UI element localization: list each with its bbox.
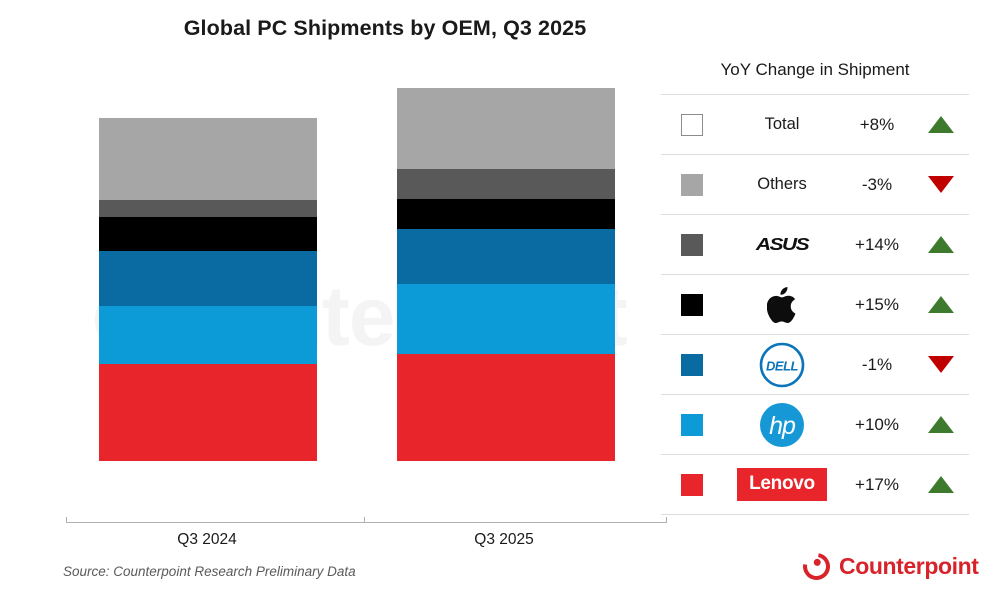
brand-label-total: Total [764,115,800,133]
arrow-up-icon [928,476,954,493]
change-value-others: -3% [861,174,893,194]
arrow-up-icon [928,236,954,253]
swatch-cell [661,173,723,196]
bar-segment-others[interactable] [99,118,317,200]
svg-text:hp: hp [769,412,796,440]
arrow-down-icon [928,356,954,373]
arrow-cell [913,416,969,433]
brand-label-others: Others [757,175,807,193]
x-axis-label-q3-2024: Q3 2024 [177,531,237,548]
x-axis-tick [66,517,67,523]
brand-cell-others: Others [723,155,841,214]
color-swatch-asus [681,233,703,256]
color-swatch-lenovo [681,473,703,496]
bar-segment-apple[interactable] [99,217,317,251]
change-value-total: +8% [859,114,895,134]
color-swatch-apple [681,293,703,316]
x-axis-tick [666,517,667,523]
legend-row-dell[interactable]: DELL -1% [661,334,969,394]
change-value-asus: +14% [855,234,899,254]
brand-cell-asus: ASUS [723,215,841,274]
counterpoint-mark-icon [797,547,836,586]
bar-segment-apple[interactable] [397,199,615,229]
brand-cell-hp: hp [723,395,841,454]
dell-logo-icon: DELL [759,342,805,387]
bar-stack [99,118,317,461]
change-value-apple: +15% [855,294,899,314]
arrow-cell [913,236,969,253]
legend-title: YoY Change in Shipment [720,60,910,79]
legend-row-total[interactable]: Total +8% [661,94,969,154]
arrow-up-icon [928,416,954,433]
legend-row-hp[interactable]: hp +10% [661,394,969,454]
bar-group-q3-2024 [99,118,317,461]
svg-text:DELL: DELL [766,358,799,373]
bar-segment-dell[interactable] [99,251,317,306]
color-swatch-hp [681,413,703,436]
legend-row-apple[interactable]: +15% [661,274,969,334]
change-value-dell: -1% [861,354,893,374]
lenovo-logo-icon: Lenovo [737,468,827,501]
counterpoint-wordmark: Counterpoint [839,553,979,579]
bar-segment-dell[interactable] [397,229,615,284]
color-swatch-dell [681,353,703,376]
x-axis-line [66,522,667,523]
arrow-up-icon [928,296,954,313]
arrow-cell [913,476,969,493]
swatch-cell [661,473,723,496]
asus-logo-icon: ASUS [755,234,810,254]
swatch-cell [661,293,723,316]
bar-segment-hp[interactable] [397,284,615,354]
apple-logo-icon [767,286,796,323]
chart-plot-area: Q3 2024 Q3 2025 [66,88,667,548]
brand-cell-dell: DELL [723,335,841,394]
source-note: Source: Counterpoint Research Preliminar… [63,564,356,579]
change-value-lenovo: +17% [855,474,899,494]
brand-cell-lenovo: Lenovo [723,455,841,514]
bar-segment-others[interactable] [397,88,615,169]
swatch-cell [661,353,723,376]
bar-segment-asus[interactable] [99,200,317,217]
swatch-cell [661,413,723,436]
bar-group-q3-2025 [397,88,615,461]
bar-segment-lenovo[interactable] [397,354,615,461]
arrow-down-icon [928,176,954,193]
x-axis-tick [364,517,365,523]
x-axis-label-q3-2025: Q3 2025 [474,531,534,548]
hp-logo-icon: hp [760,402,804,447]
bar-segment-hp[interactable] [99,306,317,364]
legend-row-asus[interactable]: ASUS +14% [661,214,969,274]
page-title: Global PC Shipments by OEM, Q3 2025 [183,16,587,40]
color-swatch-others [681,173,703,196]
legend-panel: YoY Change in Shipment Total +8% Others … [661,60,969,515]
arrow-up-icon [928,116,954,133]
arrow-cell [913,116,969,133]
swatch-cell [661,113,723,136]
arrow-cell [913,176,969,193]
brand-cell-apple [723,275,841,334]
bar-stack [397,88,615,461]
swatch-cell [661,233,723,256]
arrow-cell [913,356,969,373]
brand-cell-total: Total [723,95,841,154]
bar-segment-asus[interactable] [397,169,615,199]
arrow-cell [913,296,969,313]
change-value-hp: +10% [855,414,899,434]
legend-row-others[interactable]: Others -3% [661,154,969,214]
bar-segment-lenovo[interactable] [99,364,317,461]
legend-row-lenovo[interactable]: Lenovo +17% [661,454,969,515]
counterpoint-logo: Counterpoint [797,547,979,586]
color-swatch-total [681,113,703,136]
